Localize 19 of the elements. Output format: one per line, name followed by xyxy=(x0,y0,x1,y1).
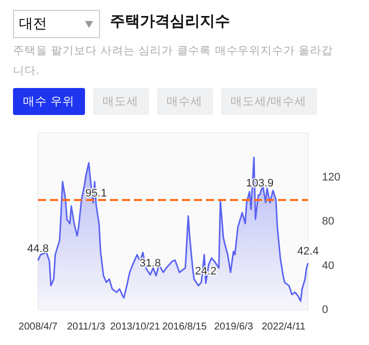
text: 매도세/매수세 xyxy=(220,88,317,115)
text: 대전 xyxy=(13,10,100,38)
y-tick-label: 80 xyxy=(322,216,334,228)
data-label: 44.8 xyxy=(27,242,49,255)
x-tick-label: 2022/4/11 xyxy=(262,322,306,332)
chart-subtitle: 주택을 팔기보다 사려는 심리가 클수록 매수우위지수가 올라갑니다. xyxy=(13,43,334,79)
text: 매수 우위 xyxy=(13,88,85,115)
text: 매도세 xyxy=(92,88,149,115)
text: 매수세 xyxy=(156,88,213,115)
data-label: 42.4 xyxy=(297,246,319,258)
y-tick-label: 0 xyxy=(322,304,328,316)
y-tick-label: 40 xyxy=(322,260,334,272)
x-tick-label: 2019/6/3 xyxy=(214,322,254,332)
x-tick-label: 2013/10/21 xyxy=(110,322,161,332)
x-tick-label: 2008/4/7 xyxy=(18,322,58,332)
x-tick-label: 2016/8/15 xyxy=(162,322,208,332)
x-tick-label: 2011/1/3 xyxy=(66,322,106,332)
chart-title: 주택가격심리지수 xyxy=(110,12,230,31)
y-tick-label: 120 xyxy=(322,171,340,184)
